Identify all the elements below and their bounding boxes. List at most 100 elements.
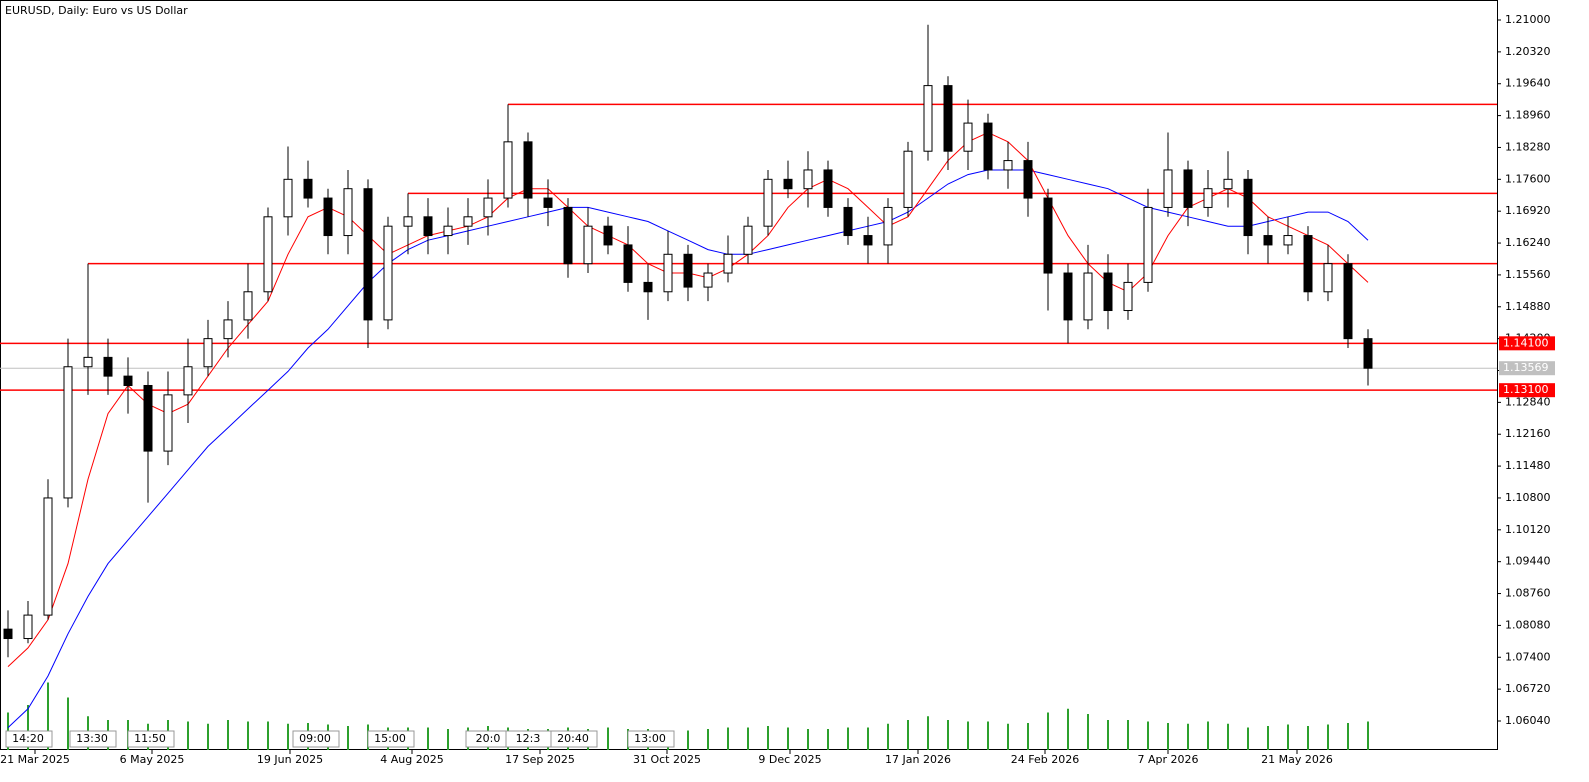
y-tick-label: 1.18280 [1505,140,1551,153]
candle-body [983,122,993,171]
y-tick-label: 1.18960 [1505,109,1551,122]
ma-slow-line [7,169,1369,728]
level-label-box [1499,336,1555,351]
candle-body [3,628,13,640]
volume-bar [347,726,349,750]
candle-body [223,319,233,340]
candle-body [363,188,373,321]
candle-body [1343,263,1353,340]
candle-body [323,197,333,237]
candle-body [63,366,73,499]
x-tick-label: 24 Feb 2026 [1011,753,1079,766]
y-tick-label: 1.21000 [1505,13,1551,26]
volume-bar [687,730,689,750]
y-tick-label: 1.19640 [1505,77,1551,90]
candle-body [1003,160,1013,171]
time-tag: 13:00 [634,732,666,745]
candle-body [703,272,713,288]
volume-bar [1147,721,1149,750]
volume-bar [1167,723,1169,750]
volume-bar [1127,720,1129,750]
candle-body [1203,188,1213,208]
volume-bar [707,729,709,750]
y-tick-label: 1.07400 [1505,650,1551,663]
candle-body [523,141,533,199]
candle-body [1243,178,1253,237]
volume-bar [747,727,749,750]
volume-bar [227,720,229,750]
y-tick-label: 1.10120 [1505,523,1551,536]
current-price-label: 1.13569 [1503,361,1549,374]
volume-bar [1047,712,1049,750]
volume-bar [1107,720,1109,750]
y-tick-label: 1.11480 [1505,459,1551,472]
time-tag: 09:00 [299,732,331,745]
volume-bar [447,729,449,750]
volume-bar [47,682,49,750]
x-tick-label: 19 Jun 2025 [257,753,323,766]
candle-body [1263,235,1273,246]
candle-body [283,178,293,218]
time-tag: 13:30 [76,732,108,745]
candle-body [1083,272,1093,321]
time-tag: 15:00 [374,732,406,745]
candle-body [463,216,473,227]
time-tag: 20:40 [557,732,589,745]
time-tag-box [69,730,117,748]
time-tag: 20:0 [476,732,501,745]
time-tag: 11:50 [134,732,166,745]
candle-body [663,253,673,293]
y-tick-label: 1.06720 [1505,682,1551,695]
y-tick-label: 1.17600 [1505,172,1551,185]
candle-body [443,225,453,237]
candle-body [203,338,213,368]
candle-body [743,225,753,255]
volume-bar [1227,723,1229,750]
x-tick-label: 17 Sep 2025 [505,753,575,766]
candle-body [503,141,513,199]
time-tag: 12:3 [516,732,541,745]
volume-bar [1247,727,1249,750]
y-tick-label: 1.08080 [1505,618,1551,631]
volume-bar [1187,723,1189,750]
candle-body [923,85,933,152]
volume-bar [1207,721,1209,750]
candle-body [623,244,633,283]
volume-bar [1287,724,1289,750]
y-tick-label: 1.15560 [1505,268,1551,281]
volume-bar [67,697,69,750]
current-price-box [1499,361,1555,376]
candle-body [543,197,553,208]
volume-bar [967,721,969,750]
volume-bar [947,720,949,750]
candle-body [643,281,653,293]
y-tick-label: 1.08760 [1505,587,1551,600]
level-label: 1.13100 [1503,383,1549,396]
candle-body [563,206,573,265]
x-tick-label: 7 Apr 2026 [1137,753,1198,766]
y-tick-label: 1.12840 [1505,395,1551,408]
candle-body [783,178,793,190]
volume-bar [1347,723,1349,750]
candle-body [1043,197,1053,274]
y-tick-label: 1.14880 [1505,300,1551,313]
candle-body [263,216,273,293]
volume-bar [907,720,909,750]
candle-body [1283,235,1293,246]
y-tick-label: 1.09440 [1505,555,1551,568]
candle-body [123,375,133,386]
candle-body [1063,272,1073,321]
volume-bar [267,721,269,750]
candle-body [1123,281,1133,312]
y-tick-label: 1.16920 [1505,204,1551,217]
volume-bar [187,721,189,750]
level-label: 1.14100 [1503,336,1549,349]
volume-bar [1327,724,1329,750]
candle-body [43,497,53,616]
candle-body [1363,338,1373,369]
time-tag-box [627,730,675,748]
volume-bar [1367,721,1369,750]
x-tick-label: 6 May 2025 [120,753,185,766]
candle-body [583,225,593,265]
